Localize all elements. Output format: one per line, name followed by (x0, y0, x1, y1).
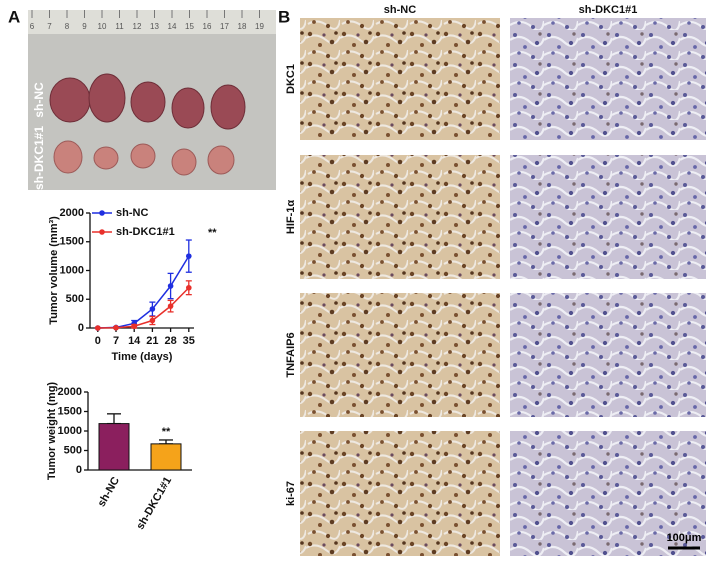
x-tick-label: 21 (146, 335, 158, 347)
ihc-image (300, 155, 500, 279)
point (131, 323, 137, 330)
bar (98, 423, 130, 471)
x-tick-label: 7 (113, 335, 119, 347)
x-tick-label: sh-NC (96, 475, 123, 509)
panel-label: B (278, 7, 290, 26)
ruler-number: 11 (115, 22, 124, 31)
tumor (171, 87, 205, 129)
x-tick-label: 14 (128, 335, 141, 347)
panel-label: A (8, 7, 20, 26)
scale-bar-label: 100μm (667, 532, 702, 544)
y-tick-label: 1500 (60, 236, 84, 248)
ihc-image (300, 18, 500, 140)
point (167, 303, 174, 309)
ruler-number: 16 (203, 22, 212, 31)
point (149, 317, 156, 324)
ihc-image (510, 431, 706, 556)
ruler-number: 13 (150, 22, 159, 31)
point (95, 325, 101, 331)
x-tick-label: 0 (95, 335, 101, 347)
x-tick-label: 35 (183, 335, 195, 347)
x-axis-title: Time (days) (112, 351, 173, 363)
tumor (130, 143, 156, 169)
y-tick-label: 1500 (58, 405, 82, 417)
group-label: sh-NC (32, 82, 46, 118)
legend-marker (99, 229, 105, 235)
y-tick-label: 500 (66, 293, 84, 305)
tumor (207, 145, 235, 175)
ihc-image (510, 18, 706, 140)
x-tick-label: 28 (164, 335, 176, 347)
y-tick-label: 0 (78, 322, 84, 334)
ruler-number: 7 (47, 22, 52, 31)
legend-marker (99, 210, 105, 216)
ruler-number: 10 (98, 22, 107, 31)
legend-label: sh-DKC1#1 (116, 226, 175, 238)
tumor (210, 84, 246, 130)
ruler-number: 17 (220, 22, 229, 31)
ruler-number: 8 (65, 22, 70, 31)
tumor (88, 73, 126, 123)
legend-label: sh-NC (116, 207, 148, 219)
point (167, 283, 174, 289)
bar (150, 443, 182, 471)
column-label: sh-NC (384, 4, 416, 16)
column-label: sh-DKC1#1 (579, 4, 638, 16)
ruler-number: 12 (133, 22, 142, 31)
y-tick-label: 1000 (58, 425, 82, 437)
ihc-image (510, 293, 706, 417)
ruler-number: 18 (238, 22, 247, 31)
row-label: DKC1 (285, 64, 297, 94)
y-tick-label: 2000 (60, 207, 84, 219)
group-label: sh-DKC1#1 (32, 126, 46, 190)
series-line (97, 287, 190, 329)
y-axis-title: Tumor volume (mm³) (48, 216, 60, 325)
row-label: TNFAIP6 (285, 332, 297, 377)
ruler-number: 19 (255, 22, 264, 31)
ruler-number: 14 (168, 22, 177, 31)
ihc-image (300, 293, 500, 417)
annotation: ** (208, 227, 217, 239)
tumor (49, 77, 91, 123)
y-tick-label: 0 (76, 464, 82, 476)
ruler (28, 10, 276, 34)
y-tick-label: 500 (64, 444, 82, 456)
row-label: HIF-1α (285, 200, 297, 235)
x-tick-label: sh-DKC1#1 (134, 475, 174, 532)
y-tick-label: 2000 (58, 386, 82, 398)
tumor (171, 148, 197, 176)
point (149, 306, 156, 312)
ihc-image (300, 431, 500, 556)
ruler-number: 15 (185, 22, 194, 31)
tumor (53, 140, 83, 174)
point (186, 253, 192, 259)
ruler-number: 9 (82, 22, 87, 31)
y-axis-title: Tumor weight (mg) (46, 382, 58, 481)
tumor (130, 81, 166, 123)
annotation: ** (162, 426, 171, 438)
row-label: ki-67 (285, 481, 297, 506)
point (113, 324, 119, 331)
y-tick-label: 1000 (60, 264, 84, 276)
tumor (93, 146, 119, 170)
ruler-number: 6 (30, 22, 35, 31)
series-line (97, 255, 190, 329)
ihc-image (510, 155, 706, 279)
point (186, 284, 192, 291)
